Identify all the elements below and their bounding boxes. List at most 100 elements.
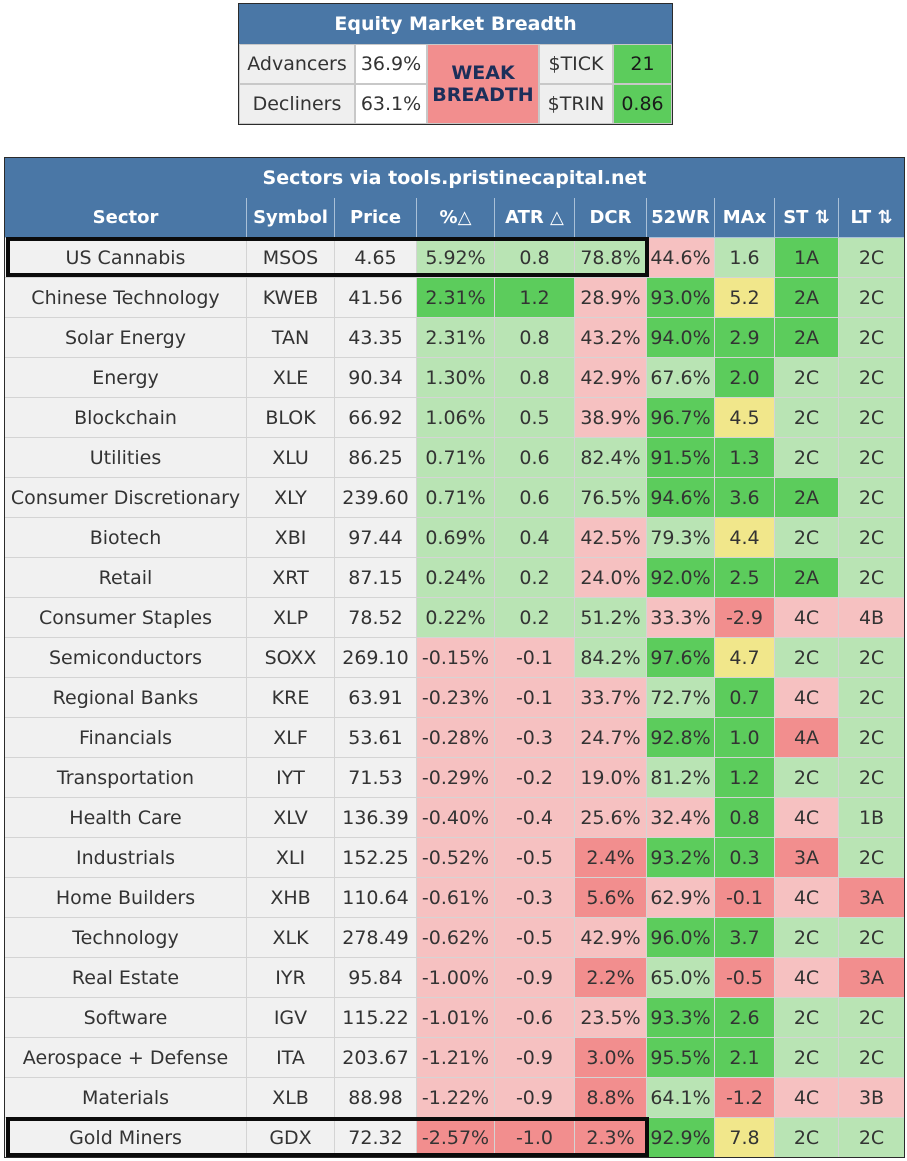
cell-symbol: XRT [247,558,335,598]
cell-atr-change: -0.9 [495,1038,575,1078]
cell-symbol: KRE [247,678,335,718]
cell-dcr: 3.0% [575,1038,647,1078]
cell-max: 3.6 [715,478,775,518]
cell-st: 2C [775,438,839,478]
cell-price: 87.15 [335,558,417,598]
cell-max: 0.7 [715,678,775,718]
cell-price: 90.34 [335,358,417,398]
cell-52wr: 32.4% [647,798,715,838]
col-header-max[interactable]: MAx [715,198,775,238]
cell-52wr: 93.2% [647,838,715,878]
cell-sector: US Cannabis [5,238,247,278]
sector-row: Consumer Discretionary XLY 239.60 0.71% 0.6 7… [5,478,904,518]
col-header-lt[interactable]: LT ⇅ [839,198,904,238]
sector-row: Energy XLE 90.34 1.30% 0.8 42.9% 67.6% 2.0 2C 2C [5,358,904,398]
col-header-pct-change[interactable]: %△ [417,198,495,238]
cell-max: 1.6 [715,238,775,278]
cell-pct-change: 2.31% [417,278,495,318]
col-header-sector[interactable]: Sector [5,198,247,238]
col-header-dcr[interactable]: DCR [575,198,647,238]
cell-dcr: 24.0% [575,558,647,598]
sector-row: Aerospace + Defense ITA 203.67 -1.21% -0.9 3.… [5,1038,904,1078]
cell-52wr: 67.6% [647,358,715,398]
col-header-price[interactable]: Price [335,198,417,238]
cell-symbol: XBI [247,518,335,558]
cell-sector: Real Estate [5,958,247,998]
cell-symbol: XLF [247,718,335,758]
cell-symbol: XLY [247,478,335,518]
cell-dcr: 84.2% [575,638,647,678]
cell-52wr: 62.9% [647,878,715,918]
cell-symbol: XLK [247,918,335,958]
cell-price: 78.52 [335,598,417,638]
sector-row: Home Builders XHB 110.64 -0.61% -0.3 5.6% 62.9… [5,878,904,918]
cell-symbol: XLU [247,438,335,478]
cell-max: 2.5 [715,558,775,598]
cell-max: -0.1 [715,878,775,918]
cell-lt: 2C [839,398,904,438]
cell-dcr: 51.2% [575,598,647,638]
cell-sector: Utilities [5,438,247,478]
cell-lt: 3B [839,1078,904,1118]
cell-max: 2.6 [715,998,775,1038]
cell-price: 72.32 [335,1118,417,1157]
cell-lt: 2C [839,998,904,1038]
cell-price: 71.53 [335,758,417,798]
cell-st: 4C [775,958,839,998]
sector-row: Semiconductors SOXX 269.10 -0.15% -0.1 84.2% 9… [5,638,904,678]
cell-lt: 4B [839,598,904,638]
cell-atr-change: 0.8 [495,318,575,358]
col-header-52wr[interactable]: 52WR [647,198,715,238]
cell-atr-change: -1.0 [495,1118,575,1157]
cell-pct-change: 1.06% [417,398,495,438]
cell-sector: Industrials [5,838,247,878]
cell-max: 4.4 [715,518,775,558]
col-header-st[interactable]: ST ⇅ [775,198,839,238]
sectors-header-row: Sector Symbol Price %△ ATR △ DCR 52WR MAx ST ⇅ LT… [5,198,904,238]
cell-dcr: 23.5% [575,998,647,1038]
cell-52wr: 81.2% [647,758,715,798]
cell-pct-change: 5.92% [417,238,495,278]
cell-max: 2.0 [715,358,775,398]
cell-sector: Biotech [5,518,247,558]
cell-max: 1.2 [715,758,775,798]
cell-symbol: XLV [247,798,335,838]
sector-row: Chinese Technology KWEB 41.56 2.31% 1.2 28.9%… [5,278,904,318]
sector-row: Health Care XLV 136.39 -0.40% -0.4 25.6% 32.4%… [5,798,904,838]
cell-symbol: IYT [247,758,335,798]
cell-dcr: 38.9% [575,398,647,438]
sectors-body: US Cannabis MSOS 4.65 5.92% 0.8 78.8% 44.6% 1.6… [5,238,904,1157]
cell-st: 1A [775,238,839,278]
cell-price: 115.22 [335,998,417,1038]
cell-pct-change: -0.61% [417,878,495,918]
cell-price: 53.61 [335,718,417,758]
cell-atr-change: -0.5 [495,918,575,958]
cell-lt: 2C [839,1118,904,1157]
cell-52wr: 96.7% [647,398,715,438]
col-header-atr-change[interactable]: ATR △ [495,198,575,238]
sector-row: Materials XLB 88.98 -1.22% -0.9 8.8% 64.1% -1.2… [5,1078,904,1118]
cell-lt: 2C [839,1038,904,1078]
cell-sector: Blockchain [5,398,247,438]
col-header-symbol[interactable]: Symbol [247,198,335,238]
cell-atr-change: -0.1 [495,678,575,718]
advancers-label: Advancers [239,44,355,84]
cell-lt: 2C [839,918,904,958]
cell-max: 1.0 [715,718,775,758]
cell-price: 4.65 [335,238,417,278]
sector-row: Blockchain BLOK 66.92 1.06% 0.5 38.9% 96.7% 4.5… [5,398,904,438]
cell-pct-change: -1.01% [417,998,495,1038]
cell-st: 4C [775,878,839,918]
cell-pct-change: -0.23% [417,678,495,718]
cell-atr-change: -0.4 [495,798,575,838]
cell-atr-change: -0.9 [495,958,575,998]
cell-price: 43.35 [335,318,417,358]
cell-atr-change: -0.1 [495,638,575,678]
cell-atr-change: 0.8 [495,358,575,398]
cell-lt: 2C [839,718,904,758]
cell-symbol: IYR [247,958,335,998]
cell-52wr: 95.5% [647,1038,715,1078]
cell-sector: Technology [5,918,247,958]
cell-sector: Energy [5,358,247,398]
cell-max: 0.8 [715,798,775,838]
